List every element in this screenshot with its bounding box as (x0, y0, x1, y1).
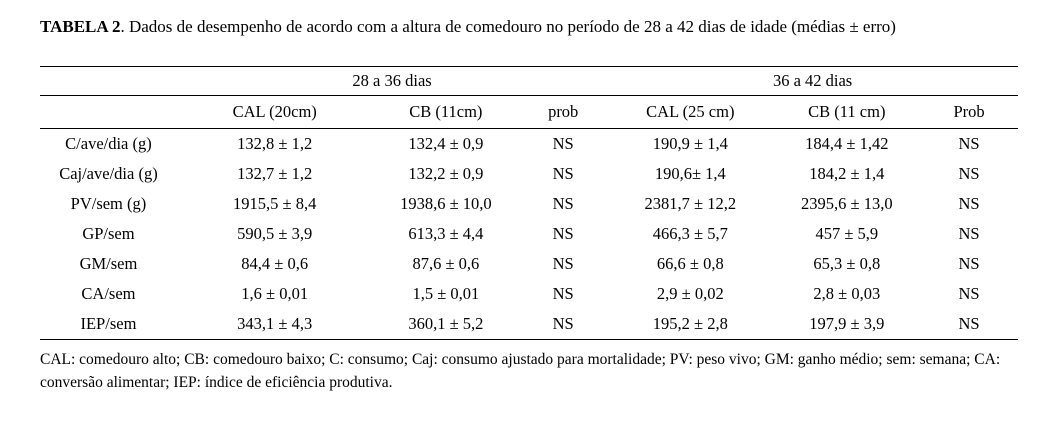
row-label: IEP/sem (80, 314, 137, 334)
empty-label-header-cell (40, 95, 177, 130)
data-cell: 66,6 ± 0,8 (656, 254, 724, 274)
performance-table: 28 a 36 dias 36 a 42 dias CAL (20cm) CB … (40, 66, 1018, 341)
data-cell: NS (552, 314, 574, 334)
table-caption-label: TABELA 2 (40, 17, 121, 36)
column-header-cb-11-2: CB (11 cm) (773, 95, 921, 130)
table-row: IEP/sem 343,1 ± 4,3 360,1 ± 5,2 NS 195,2 ± 2… (40, 309, 1018, 340)
row-label: CA/sem (81, 284, 136, 304)
group-header-36-42: 36 a 42 dias (607, 66, 1018, 97)
data-cell: 1938,6 ± 10,0 (400, 194, 492, 214)
data-cell: NS (552, 134, 574, 154)
data-cell: 2395,6 ± 13,0 (801, 194, 893, 214)
data-cell: 1,6 ± 0,01 (241, 284, 309, 304)
row-label: PV/sem (g) (70, 194, 147, 214)
row-label: GM/sem (79, 254, 138, 274)
data-cell: 457 ± 5,9 (815, 224, 879, 244)
data-cell: 2,9 ± 0,02 (656, 284, 724, 304)
data-cell: 132,2 ± 0,9 (408, 164, 484, 184)
data-cell: 184,4 ± 1,42 (805, 134, 889, 154)
data-cell: 466,3 ± 5,7 (652, 224, 728, 244)
data-cell: 87,6 ± 0,6 (412, 254, 480, 274)
data-cell: 1,5 ± 0,01 (412, 284, 480, 304)
data-cell: 190,9 ± 1,4 (652, 134, 728, 154)
data-cell: 613,3 ± 4,4 (408, 224, 484, 244)
data-cell: 65,3 ± 0,8 (813, 254, 881, 274)
column-header-prob-1: prob (519, 95, 608, 130)
data-cell: NS (552, 254, 574, 274)
data-cell: NS (958, 224, 980, 244)
data-cell: 184,2 ± 1,4 (809, 164, 885, 184)
data-cell: 132,7 ± 1,2 (237, 164, 313, 184)
empty-corner-cell (40, 66, 177, 97)
table-row: GM/sem 84,4 ± 0,6 87,6 ± 0,6 NS 66,6 ± 0,8 65… (40, 249, 1018, 279)
group-header-row: 28 a 36 dias 36 a 42 dias (40, 66, 1018, 97)
data-cell: 360,1 ± 5,2 (408, 314, 484, 334)
column-header-cal-20: CAL (20cm) (176, 95, 373, 130)
data-cell: NS (552, 284, 574, 304)
row-label: C/ave/dia (g) (65, 134, 152, 154)
group-header-28-36: 28 a 36 dias (176, 66, 608, 97)
data-cell: NS (552, 194, 574, 214)
data-cell: 84,4 ± 0,6 (241, 254, 309, 274)
table-row: GP/sem 590,5 ± 3,9 613,3 ± 4,4 NS 466,3 ± 5,… (40, 219, 1018, 249)
table-row: CA/sem 1,6 ± 0,01 1,5 ± 0,01 NS 2,9 ± 0,02 2,… (40, 279, 1018, 309)
data-cell: NS (552, 224, 574, 244)
data-cell: NS (958, 134, 980, 154)
paper-table-figure: TABELA 2. Dados de desempenho de acordo … (40, 16, 1018, 391)
data-cell: 2,8 ± 0,03 (813, 284, 881, 304)
data-cell: NS (552, 164, 574, 184)
table-caption-text: . Dados de desempenho de acordo com a al… (120, 17, 896, 36)
table-footnote: CAL: comedouro alto; CB: comedouro baixo… (40, 351, 1001, 391)
column-header-prob-2: Prob (920, 95, 1018, 130)
data-cell: 197,9 ± 3,9 (809, 314, 885, 334)
data-cell: NS (958, 284, 980, 304)
table-row: PV/sem (g) 1915,5 ± 8,4 1938,6 ± 10,0 NS 238… (40, 189, 1018, 219)
table-caption: TABELA 2. Dados de desempenho de acordo … (40, 16, 1018, 38)
row-label: Caj/ave/dia (g) (59, 164, 158, 184)
data-cell: NS (958, 194, 980, 214)
table-row: C/ave/dia (g) 132,8 ± 1,2 132,4 ± 0,9 NS 190… (40, 129, 1018, 160)
column-header-row: CAL (20cm) CB (11cm) prob CAL (25 cm) CB… (40, 95, 1018, 130)
data-cell: 1915,5 ± 8,4 (233, 194, 317, 214)
data-cell: 195,2 ± 2,8 (652, 314, 728, 334)
data-cell: 132,8 ± 1,2 (237, 134, 313, 154)
data-cell: 590,5 ± 3,9 (237, 224, 313, 244)
data-cell: NS (958, 164, 980, 184)
data-cell: 343,1 ± 4,3 (237, 314, 313, 334)
column-header-cal-25: CAL (25 cm) (607, 95, 774, 130)
data-cell: NS (958, 254, 980, 274)
column-header-cb-11: CB (11cm) (372, 95, 520, 130)
table-row: Caj/ave/dia (g) 132,7 ± 1,2 132,2 ± 0,9 NS 1… (40, 159, 1018, 189)
table-body: C/ave/dia (g) 132,8 ± 1,2 132,4 ± 0,9 NS 190… (40, 129, 1018, 340)
row-label: GP/sem (82, 224, 135, 244)
data-cell: NS (958, 314, 980, 334)
data-cell: 132,4 ± 0,9 (408, 134, 484, 154)
data-cell: 2381,7 ± 12,2 (644, 194, 737, 214)
data-cell: 190,6± 1,4 (654, 164, 726, 184)
